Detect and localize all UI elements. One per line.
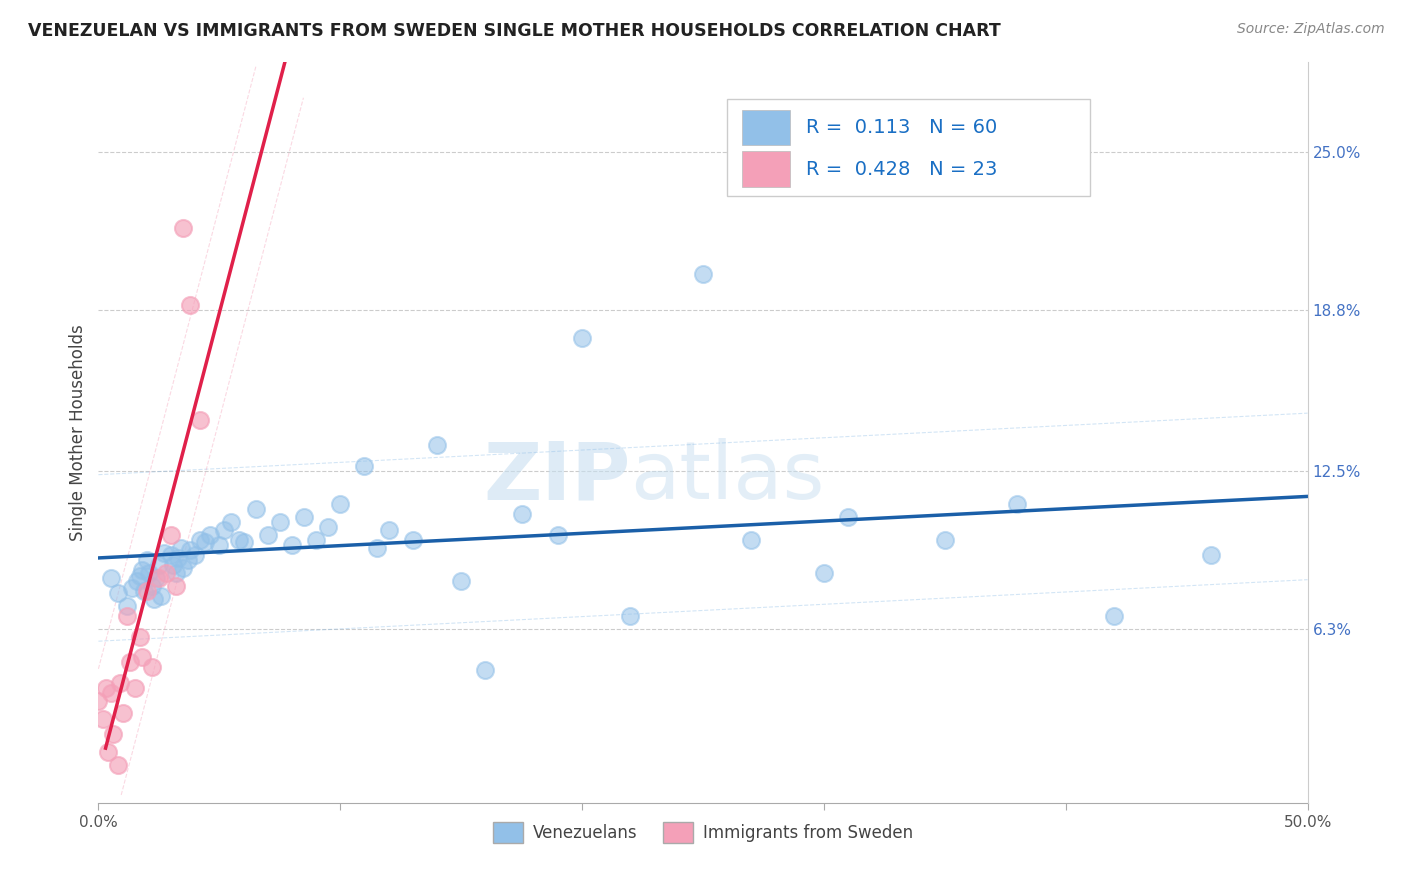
- Point: [160, 527, 183, 541]
- Point: [934, 533, 956, 547]
- Point: [232, 535, 254, 549]
- Point: [256, 527, 278, 541]
- Point: [118, 656, 141, 670]
- Point: [329, 497, 352, 511]
- Point: [135, 583, 157, 598]
- Point: [208, 538, 231, 552]
- Point: [172, 561, 194, 575]
- Point: [177, 553, 200, 567]
- Point: [228, 533, 250, 547]
- Point: [94, 681, 117, 695]
- Point: [117, 599, 139, 614]
- FancyBboxPatch shape: [727, 99, 1090, 195]
- Point: [143, 591, 166, 606]
- Point: [111, 706, 134, 721]
- Point: [221, 515, 243, 529]
- Point: [97, 745, 120, 759]
- Point: [198, 527, 221, 541]
- Point: [194, 535, 217, 549]
- Point: [101, 727, 124, 741]
- Point: [179, 543, 201, 558]
- Point: [184, 548, 207, 562]
- Point: [813, 566, 835, 580]
- Point: [571, 331, 593, 345]
- Y-axis label: Single Mother Households: Single Mother Households: [69, 325, 87, 541]
- Point: [165, 566, 187, 580]
- Point: [87, 694, 110, 708]
- Point: [107, 586, 129, 600]
- Point: [179, 298, 201, 312]
- Point: [1102, 609, 1125, 624]
- Text: Source: ZipAtlas.com: Source: ZipAtlas.com: [1237, 22, 1385, 37]
- Point: [366, 541, 388, 555]
- Point: [245, 502, 267, 516]
- Point: [141, 660, 163, 674]
- Point: [117, 609, 139, 624]
- Point: [281, 538, 304, 552]
- Point: [127, 574, 149, 588]
- Point: [316, 520, 339, 534]
- Text: R =  0.428   N = 23: R = 0.428 N = 23: [806, 160, 997, 178]
- Point: [305, 533, 328, 547]
- Point: [108, 675, 131, 690]
- Point: [155, 566, 177, 580]
- Point: [450, 574, 472, 588]
- Point: [1007, 497, 1029, 511]
- Text: R =  0.113   N = 60: R = 0.113 N = 60: [806, 118, 997, 137]
- Point: [128, 630, 150, 644]
- Point: [134, 583, 156, 598]
- Point: [141, 579, 163, 593]
- Point: [131, 650, 153, 665]
- Point: [138, 566, 160, 580]
- Point: [212, 523, 235, 537]
- Legend: Venezuelans, Immigrants from Sweden: Venezuelans, Immigrants from Sweden: [486, 815, 920, 850]
- Point: [135, 553, 157, 567]
- Point: [121, 582, 143, 596]
- Point: [152, 546, 174, 560]
- Point: [165, 579, 187, 593]
- Point: [131, 564, 153, 578]
- FancyBboxPatch shape: [742, 110, 790, 145]
- Point: [547, 527, 569, 541]
- Point: [148, 558, 170, 573]
- Point: [353, 458, 375, 473]
- Point: [107, 757, 129, 772]
- Point: [619, 609, 641, 624]
- Point: [292, 509, 315, 524]
- Text: atlas: atlas: [630, 438, 825, 516]
- Point: [1199, 548, 1222, 562]
- Point: [100, 686, 122, 700]
- Point: [162, 558, 184, 573]
- Point: [160, 548, 183, 562]
- Point: [145, 571, 167, 585]
- Point: [402, 533, 425, 547]
- Point: [188, 533, 211, 547]
- Point: [510, 508, 533, 522]
- Point: [837, 509, 859, 524]
- Point: [269, 515, 291, 529]
- Text: VENEZUELAN VS IMMIGRANTS FROM SWEDEN SINGLE MOTHER HOUSEHOLDS CORRELATION CHART: VENEZUELAN VS IMMIGRANTS FROM SWEDEN SIN…: [28, 22, 1001, 40]
- Point: [124, 681, 146, 695]
- Point: [740, 533, 762, 547]
- Point: [148, 571, 170, 585]
- Point: [91, 712, 114, 726]
- Text: ZIP: ZIP: [484, 438, 630, 516]
- Point: [426, 438, 449, 452]
- Point: [100, 571, 122, 585]
- Point: [692, 268, 714, 282]
- Point: [167, 550, 190, 565]
- Point: [377, 523, 399, 537]
- Point: [188, 413, 211, 427]
- Point: [128, 568, 150, 582]
- FancyBboxPatch shape: [742, 152, 790, 186]
- Point: [474, 663, 496, 677]
- Point: [150, 589, 173, 603]
- Point: [169, 541, 191, 555]
- Point: [172, 221, 194, 235]
